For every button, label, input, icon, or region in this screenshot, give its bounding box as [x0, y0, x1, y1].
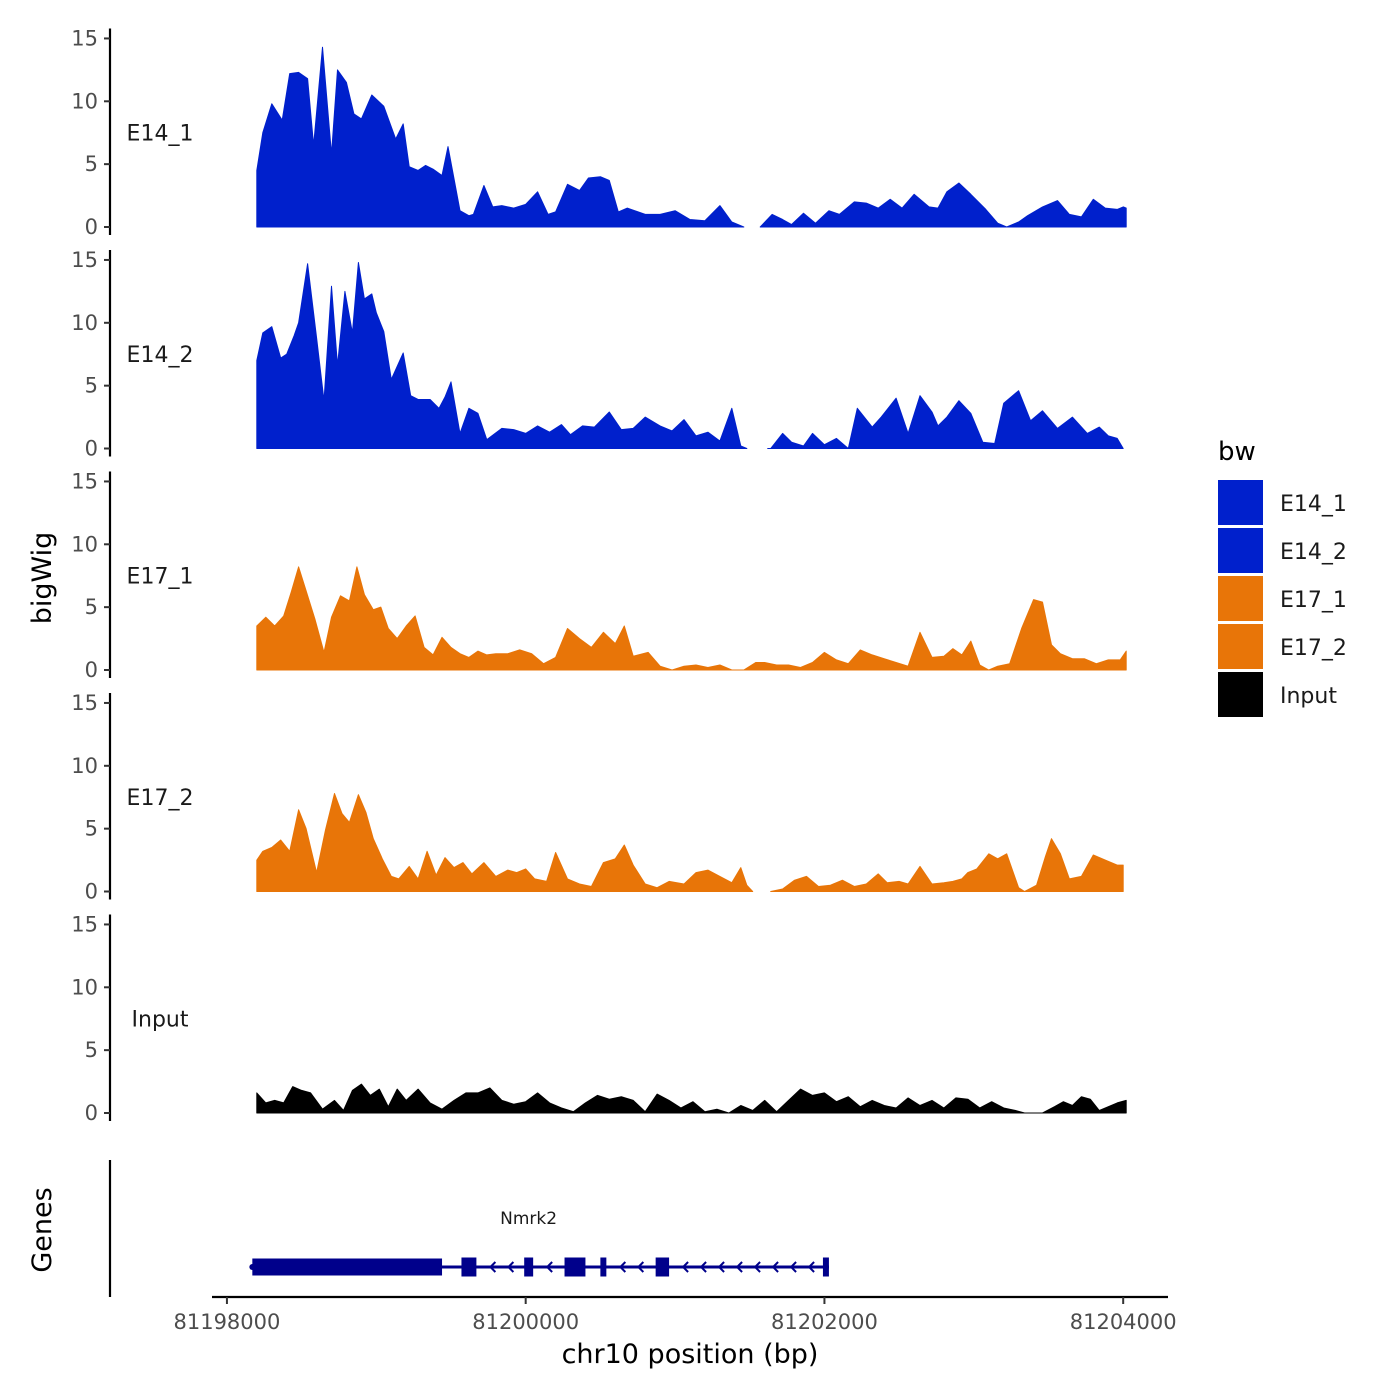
legend-label-e17-2: E17_2: [1280, 636, 1347, 661]
legend-title: bw: [1218, 437, 1256, 467]
area-e17-1-segment-0: [256, 566, 1127, 671]
legend-swatch-e14-1: [1218, 480, 1263, 525]
x-tick-label-81204000: 81204000: [1070, 1310, 1177, 1334]
track-label-e17-2: E17_2: [127, 786, 194, 811]
strand-arrow: [681, 1261, 689, 1273]
track-e17-1: 0 5 10 15 E17_1: [71, 469, 1127, 682]
exon-5: [600, 1257, 607, 1277]
y-tick-label-e17-1-5: 5: [85, 595, 98, 619]
y-tick-label-input-5: 5: [85, 1038, 98, 1062]
x-axis-title: chr10 position (bp): [562, 1339, 819, 1370]
x-tick-label-81200000: 81200000: [472, 1310, 579, 1334]
track-e17-2: 0 5 10 15 E17_2: [71, 691, 1124, 904]
x-tick-label-81202000: 81202000: [771, 1310, 878, 1334]
strand-arrow: [735, 1261, 743, 1273]
strand-arrow: [618, 1261, 627, 1273]
y-tick-label-e14-1-15: 15: [71, 26, 98, 50]
strand-arrow: [789, 1261, 797, 1273]
strand-arrow: [699, 1261, 707, 1273]
y-tick-label-input-15: 15: [71, 912, 98, 936]
track-label-e14-1: E14_1: [127, 122, 194, 147]
x-axis: 81198000 81200000 81202000 81204000: [173, 1295, 1177, 1334]
area-e14-2-segment-1: [767, 390, 1124, 449]
y-tick-label-e14-1-5: 5: [85, 152, 98, 176]
gene-track-title: Genes: [27, 1187, 58, 1272]
exon-7: [822, 1257, 829, 1277]
y-axis-title: bigWig: [27, 532, 58, 625]
legend-label-input: Input: [1280, 684, 1337, 709]
y-tick-label-e17-2-5: 5: [85, 817, 98, 841]
area-e14-1-segment-1: [759, 182, 1127, 228]
strand-arrow: [717, 1261, 725, 1273]
y-tick-label-input-10: 10: [71, 975, 98, 999]
y-tick-label-e14-2-10: 10: [71, 311, 98, 335]
y-tick-label-e17-2-15: 15: [71, 691, 98, 715]
legend-label-e14-2: E14_2: [1280, 540, 1347, 565]
gene-start-cap: [249, 1264, 256, 1270]
y-tick-label-e14-1-0: 0: [85, 215, 98, 239]
legend-swatch-input: [1218, 672, 1263, 717]
strand-arrow: [807, 1261, 815, 1273]
exon-6: [655, 1257, 670, 1277]
legend-swatch-e14-2: [1218, 528, 1263, 573]
area-e17-2-segment-0: [256, 793, 754, 892]
gene-track: Nmrk2: [108, 1160, 829, 1297]
legend: bw E14_1 E14_2 E17_1 E17_2 Input: [1218, 437, 1347, 717]
y-tick-label-e17-2-10: 10: [71, 754, 98, 778]
strand-arrow: [545, 1261, 553, 1273]
exon-1: [252, 1258, 443, 1276]
y-tick-label-e14-1-10: 10: [71, 89, 98, 113]
y-tick-label-e14-2-15: 15: [71, 248, 98, 272]
legend-label-e14-1: E14_1: [1280, 492, 1347, 517]
signal-tracks: 0 5 10 15 E14_1 0 5 10 15 E14_2 0 5 10 15 E17_1 0 5 10 15 E…: [71, 26, 1127, 1125]
legend-swatch-e17-2: [1218, 624, 1263, 669]
exon-2: [461, 1257, 477, 1277]
area-e14-2-segment-0: [256, 262, 748, 449]
y-tick-label-e17-1-0: 0: [85, 658, 98, 682]
track-label-e14-2: E14_2: [127, 343, 194, 368]
exon-3: [524, 1257, 534, 1277]
track-e14-2: 0 5 10 15 E14_2: [71, 248, 1124, 461]
strand-arrow: [753, 1261, 761, 1273]
legend-swatch-e17-1: [1218, 576, 1263, 621]
track-label-input: Input: [132, 1008, 189, 1033]
strand-arrow: [506, 1261, 515, 1273]
track-e14-1: 0 5 10 15 E14_1: [71, 26, 1127, 239]
y-tick-label-e17-1-15: 15: [71, 469, 98, 493]
y-tick-label-e17-2-0: 0: [85, 880, 98, 904]
area-input-segment-0: [256, 1083, 1127, 1114]
strand-arrow: [771, 1261, 779, 1273]
exon-4: [564, 1257, 586, 1277]
strand-arrow: [488, 1261, 497, 1273]
y-tick-label-e14-2-5: 5: [85, 374, 98, 398]
track-label-e17-1: E17_1: [127, 565, 194, 590]
track-input: 0 5 10 15 Input: [71, 912, 1127, 1125]
y-tick-label-e17-1-10: 10: [71, 532, 98, 556]
y-tick-label-e14-2-0: 0: [85, 437, 98, 461]
gene-name-label: Nmrk2: [500, 1209, 557, 1229]
legend-label-e17-1: E17_1: [1280, 588, 1347, 613]
area-e17-2-segment-1: [770, 838, 1124, 892]
strand-arrow: [636, 1261, 645, 1273]
area-e14-1-segment-0: [256, 46, 745, 228]
x-tick-label-81198000: 81198000: [173, 1310, 280, 1334]
y-tick-label-input-0: 0: [85, 1101, 98, 1125]
